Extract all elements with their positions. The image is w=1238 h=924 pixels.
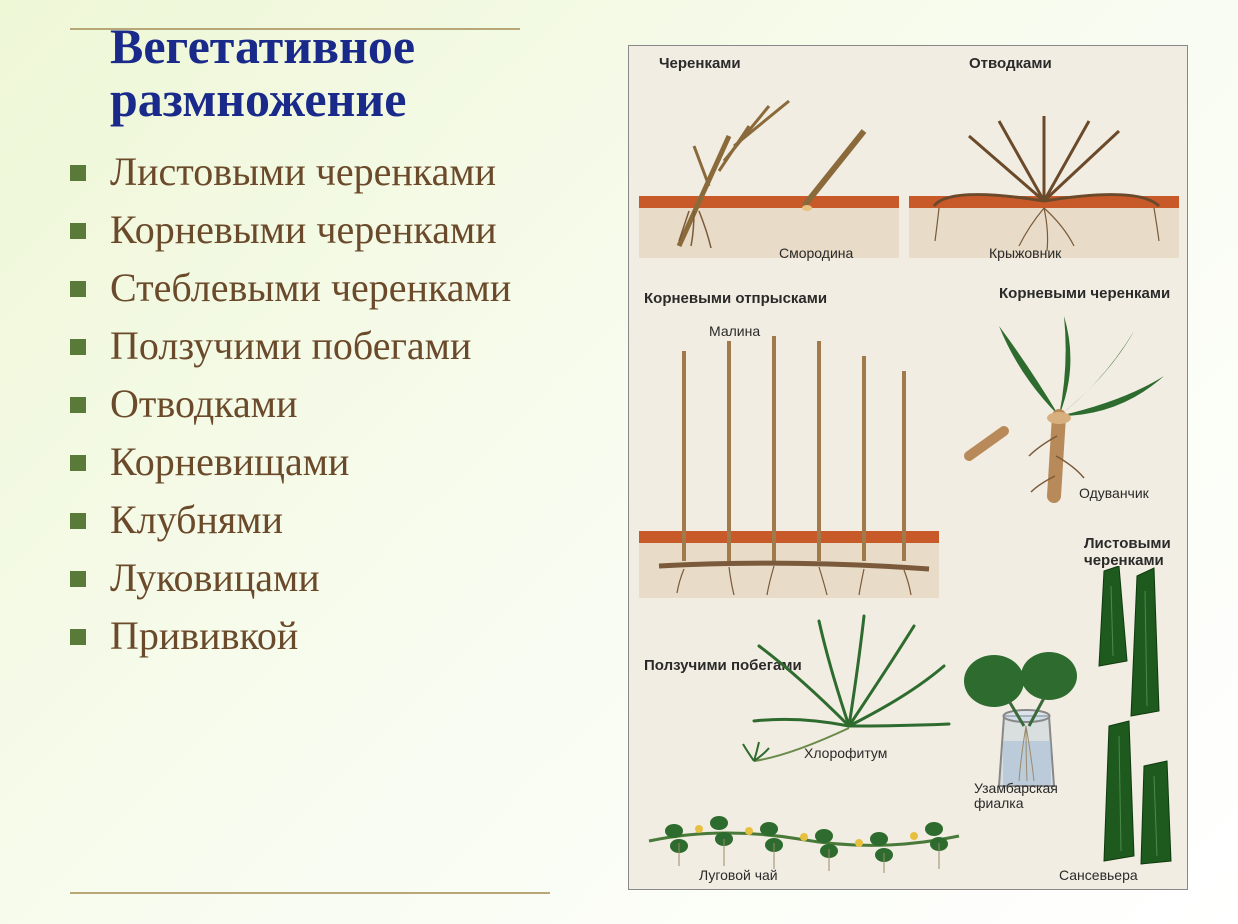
- list-item-label: Ползучими побегами: [110, 323, 471, 368]
- sansevieria-illustration: [1089, 566, 1184, 866]
- list-item: Прививкой: [70, 609, 570, 663]
- list-item: Корневищами: [70, 435, 570, 489]
- plant-label-chlorophytum: Хлорофитум: [804, 746, 887, 761]
- currant-illustration: [639, 76, 899, 261]
- plant-label-gooseberry: Крыжовник: [989, 246, 1061, 261]
- list-item: Отводками: [70, 377, 570, 431]
- method-label-root-suckers: Корневыми отпрысками: [644, 291, 827, 308]
- loosestrife-illustration: [639, 781, 969, 876]
- violet-illustration: [949, 626, 1089, 796]
- list-item: Луковицами: [70, 551, 570, 605]
- title-line-1: Вегетативное: [110, 18, 415, 74]
- plant-label-currant: Смородина: [779, 246, 853, 261]
- list-item-label: Листовыми черенками: [110, 149, 496, 194]
- title-line-2: размножение: [110, 71, 406, 127]
- method-label-leaf-cuttings: Листовыми черенками: [1084, 536, 1187, 569]
- list-item-label: Клубнями: [110, 497, 283, 542]
- propagation-figure: Черенками Отводками Смородина: [628, 45, 1188, 890]
- slide: Вегетативное размножение Листовыми черен…: [0, 0, 1238, 924]
- list-item: Листовыми черенками: [70, 145, 570, 199]
- bottom-rule: [70, 892, 550, 894]
- list-item: Ползучими побегами: [70, 319, 570, 373]
- method-label-cuttings: Черенками: [659, 56, 741, 73]
- method-label-layering: Отводками: [969, 56, 1052, 73]
- gooseberry-illustration: [909, 76, 1179, 261]
- method-label-root-cuttings: Корневыми черенками: [999, 286, 1170, 303]
- plant-label-loosestrife: Луговой чай: [699, 868, 778, 883]
- list-item-label: Прививкой: [110, 613, 298, 658]
- plant-label-violet: Узамбарская фиалка: [974, 781, 1084, 812]
- methods-list: Листовыми черенками Корневыми черенками …: [70, 145, 570, 667]
- plant-label-sansevieria: Сансевьера: [1059, 868, 1138, 883]
- list-item-label: Корневыми черенками: [110, 207, 497, 252]
- raspberry-illustration: [639, 311, 939, 601]
- list-item-label: Корневищами: [110, 439, 349, 484]
- plant-label-raspberry: Малина: [709, 324, 760, 339]
- plant-label-dandelion: Одуванчик: [1079, 486, 1149, 501]
- list-item-label: Луковицами: [110, 555, 320, 600]
- dandelion-illustration: [959, 306, 1179, 506]
- list-item: Клубнями: [70, 493, 570, 547]
- list-item: Корневыми черенками: [70, 203, 570, 257]
- list-item: Стеблевыми черенками: [70, 261, 570, 315]
- list-item-label: Отводками: [110, 381, 297, 426]
- list-item-label: Стеблевыми черенками: [110, 265, 511, 310]
- chlorophytum-illustration: [739, 606, 959, 766]
- top-rule: [70, 28, 520, 30]
